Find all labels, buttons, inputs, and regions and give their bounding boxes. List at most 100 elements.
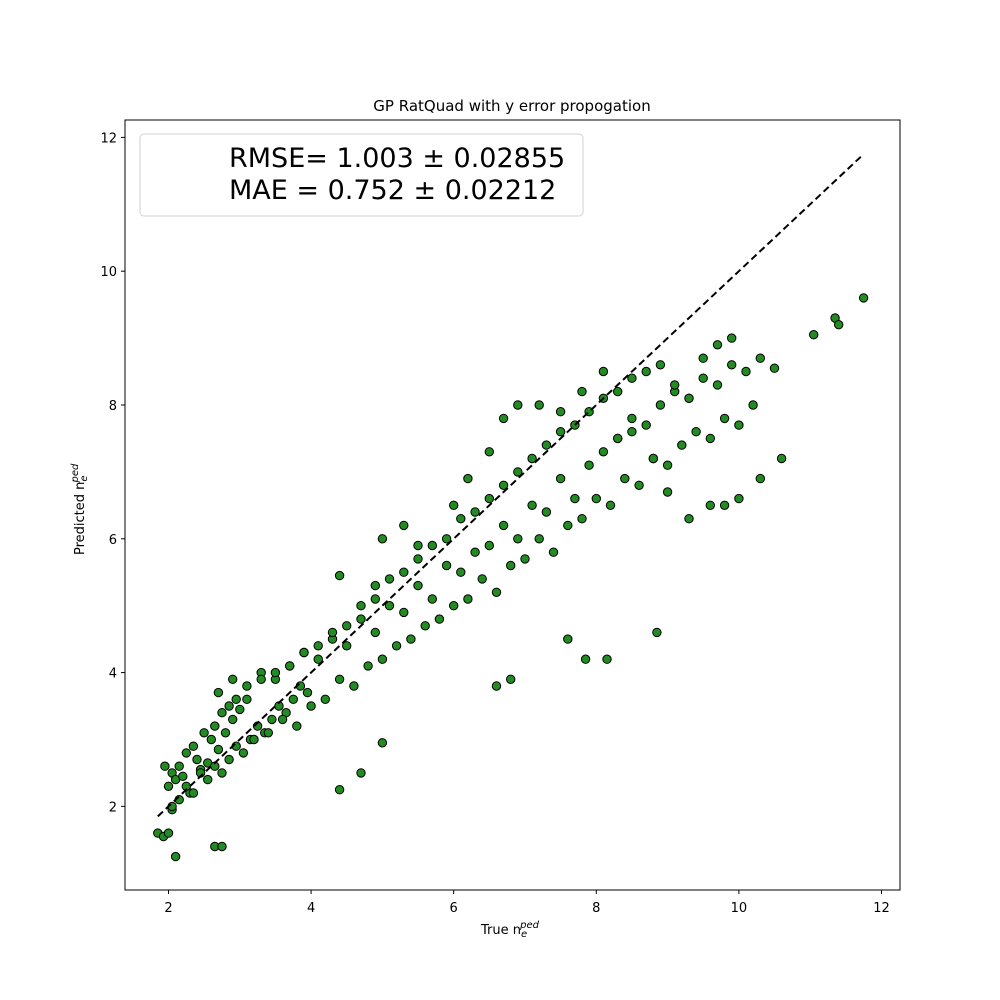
data-point [406,634,416,644]
data-point [534,534,544,544]
data-point [370,627,380,638]
data-point [734,493,744,504]
data-point [399,520,409,531]
data-point [662,460,673,470]
chart-title: GP RatQuad with y error propogation [373,97,650,115]
data-point [634,480,644,490]
data-point [491,587,502,597]
data-point [570,493,580,504]
data-point [584,460,594,470]
data-point [598,366,609,377]
data-point [449,500,459,510]
data-point [652,627,662,638]
data-point [776,453,787,464]
y-tick-label: 4 [109,667,117,682]
data-point [727,360,737,370]
data-point [391,641,402,651]
data-point [648,453,658,464]
data-point [342,641,352,651]
data-point [613,386,623,397]
data-point [602,654,612,664]
data-point [242,681,252,691]
annotation-frame [139,133,584,217]
data-point [641,420,651,430]
data-point [277,714,288,725]
data-point [334,674,345,684]
data-point [598,447,609,457]
data-point [349,681,359,691]
data-point [534,400,544,410]
data-point [178,771,188,781]
data-point [356,601,366,611]
data-point [174,761,184,771]
data-point [263,728,273,738]
data-point [163,781,174,791]
data-point [527,500,537,510]
data-point [213,744,224,755]
y-tick-label: 12 [100,131,117,146]
data-point [199,728,209,738]
data-point [577,386,587,397]
y-axis-label-sub: e [79,475,90,481]
data-point [217,841,227,852]
data-point [620,473,630,484]
x-axis-ticks: 2 4 6 8 10 12 [164,890,890,916]
data-point [363,661,373,671]
data-point [370,580,380,591]
data-point [399,607,409,618]
x-tick-label: 12 [873,901,890,916]
data-point [498,520,509,531]
x-axis-label-sup: ped [519,920,540,931]
data-point [641,366,651,377]
data-point [334,785,345,795]
data-point [285,661,295,671]
data-point [242,694,252,704]
data-point [384,601,395,611]
x-tick-label: 6 [450,901,458,916]
data-point [491,681,502,691]
data-point [292,721,302,731]
data-point [506,674,516,684]
data-point [719,500,730,510]
data-point [809,330,819,340]
data-point [484,447,494,457]
data-point [217,768,227,778]
mae-text: MAE = 0.752 ± 0.02212 [229,175,556,206]
data-point [313,654,323,664]
data-point [449,601,459,611]
data-point [627,373,637,383]
data-point [655,400,666,410]
data-point [684,393,694,403]
data-point [299,647,309,658]
data-point [548,547,559,557]
data-point [555,407,566,417]
y-axis-label: Predicted neped [70,463,90,555]
data-point [513,534,523,544]
data-point [580,654,591,664]
data-point [267,714,277,725]
data-point [188,788,199,798]
data-point [270,667,281,678]
data-point [188,741,199,751]
data-point [213,687,224,698]
data-point [513,400,523,410]
data-point [470,547,480,557]
data-point [228,714,238,725]
data-point [217,708,227,718]
data-point [741,366,751,377]
data-point [327,627,338,638]
y-axis-label-main: Predicted n [73,482,88,555]
data-point [210,721,220,731]
data-point [413,540,423,551]
data-point [591,493,601,504]
data-point [456,567,466,577]
data-point [755,473,765,484]
data-point [342,621,352,631]
data-point [719,413,730,424]
data-point [555,473,566,484]
data-point [456,514,466,524]
data-point [356,768,366,778]
data-point [420,621,430,631]
data-point [356,614,366,624]
